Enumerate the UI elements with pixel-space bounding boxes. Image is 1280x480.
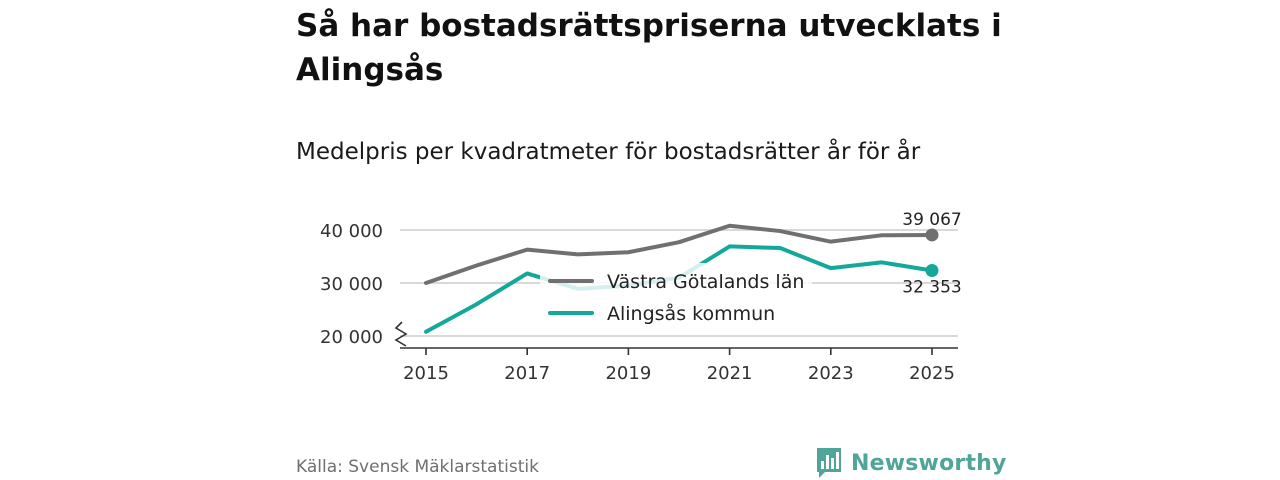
legend-label: Västra Götalands län (607, 271, 804, 293)
legend-label: Alingsås kommun (607, 302, 775, 325)
series-end-label: 32 353 (902, 278, 961, 298)
x-tick-label: 2017 (504, 363, 550, 384)
x-tick-label: 2015 (403, 363, 449, 384)
series-end-marker (925, 228, 939, 242)
x-tick-label: 2019 (605, 363, 651, 384)
series-end-marker (925, 264, 939, 278)
y-tick-label: 30 000 (320, 274, 383, 295)
y-tick-label: 40 000 (320, 221, 383, 242)
legend-background (540, 263, 812, 333)
x-tick-label: 2025 (909, 363, 955, 384)
brand-logo: Newsworthy (815, 446, 1007, 480)
newsworthy-logo-icon (817, 448, 841, 478)
brand-name: Newsworthy (851, 450, 1007, 476)
x-tick-label: 2023 (808, 363, 854, 384)
series-end-label: 39 067 (902, 210, 961, 230)
axis-break-icon (394, 321, 408, 347)
x-tick-label: 2021 (707, 363, 753, 384)
chart-title: Så har bostadsrättspriserna utvecklats i… (296, 8, 1002, 88)
line-chart: 20 000 30 000 40 000 2015 2017 2019 2021 2023 2… (320, 210, 962, 384)
y-tick-label: 20 000 (320, 327, 383, 348)
chart-subtitle: Medelpris per kvadratmeter för bostadsrä… (296, 139, 921, 165)
series-line (424, 223, 934, 285)
source-note: Källa: Svensk Mäklarstatistik (296, 457, 539, 477)
